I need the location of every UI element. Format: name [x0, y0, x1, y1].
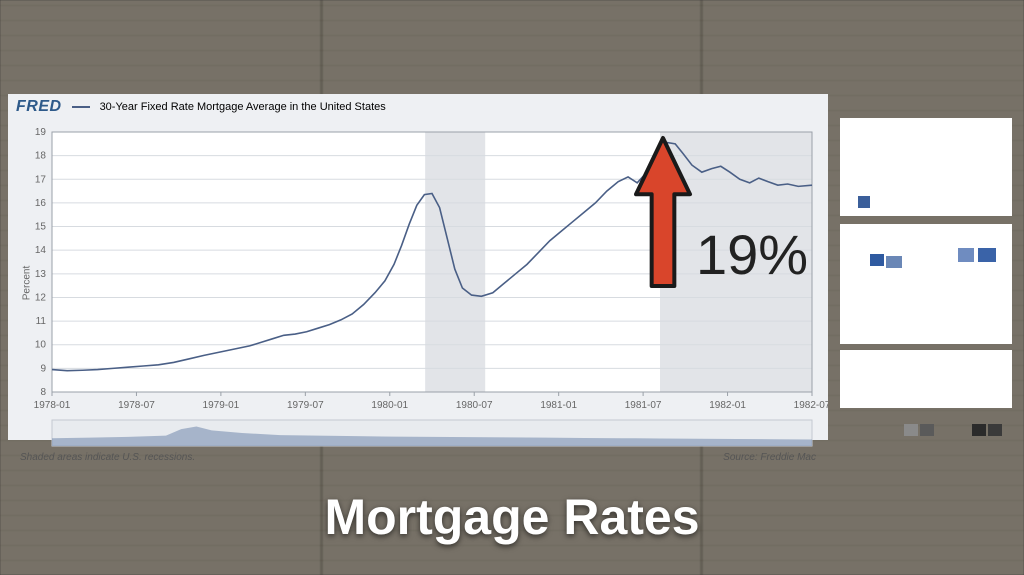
pixel-block [920, 424, 934, 436]
svg-text:11: 11 [36, 316, 47, 327]
source-note: Source: Freddie Mac [723, 452, 816, 463]
svg-text:13: 13 [35, 269, 47, 280]
range-slider[interactable] [8, 418, 828, 450]
pixel-block [988, 424, 1002, 436]
svg-text:19: 19 [35, 127, 47, 138]
stage: FRED 30-Year Fixed Rate Mortgage Average… [0, 0, 1024, 575]
y-axis-label: Percent [22, 266, 33, 300]
svg-text:1981-01: 1981-01 [540, 400, 577, 411]
svg-text:1978-07: 1978-07 [118, 400, 155, 411]
pixel-block [958, 248, 974, 262]
svg-text:18: 18 [35, 151, 47, 162]
svg-text:14: 14 [35, 245, 47, 256]
overlay-title: Mortgage Rates [0, 488, 1024, 546]
pixel-block [870, 254, 884, 266]
fred-logo: FRED [16, 98, 62, 116]
svg-text:8: 8 [40, 387, 46, 398]
side-panel [840, 224, 1012, 344]
side-panel [840, 350, 1012, 408]
up-arrow-icon [632, 134, 694, 290]
svg-text:9: 9 [40, 363, 46, 374]
svg-text:1978-01: 1978-01 [34, 400, 71, 411]
svg-text:16: 16 [35, 198, 47, 209]
chart-footer: Shaded areas indicate U.S. recessions. S… [8, 450, 828, 467]
svg-text:15: 15 [35, 222, 47, 233]
pixel-block [978, 248, 996, 262]
svg-text:10: 10 [35, 340, 47, 351]
svg-text:1980-01: 1980-01 [371, 400, 408, 411]
pixel-block [904, 424, 918, 436]
svg-text:1982-01: 1982-01 [709, 400, 746, 411]
pixel-block [858, 196, 870, 208]
svg-text:12: 12 [35, 292, 47, 303]
pixel-block [886, 256, 902, 268]
peak-annotation: 19% [696, 222, 808, 287]
legend-swatch [72, 106, 90, 108]
svg-text:1981-07: 1981-07 [625, 400, 662, 411]
legend-text: 30-Year Fixed Rate Mortgage Average in t… [100, 101, 386, 113]
svg-text:1979-01: 1979-01 [203, 400, 240, 411]
svg-text:1982-07: 1982-07 [794, 400, 828, 411]
chart-header: FRED 30-Year Fixed Rate Mortgage Average… [8, 94, 828, 116]
pixel-block [972, 424, 986, 436]
svg-text:17: 17 [35, 174, 47, 185]
svg-text:1979-07: 1979-07 [287, 400, 324, 411]
recession-note: Shaded areas indicate U.S. recessions. [20, 452, 195, 463]
svg-text:1980-07: 1980-07 [456, 400, 493, 411]
